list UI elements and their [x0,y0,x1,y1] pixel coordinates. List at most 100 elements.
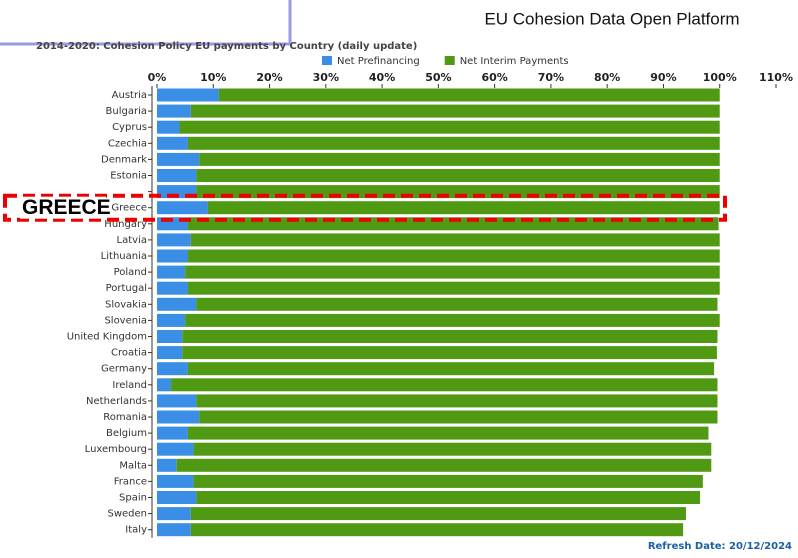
legend-label: Net Interim Payments [460,56,569,67]
y-tick-label: France [114,476,147,487]
bar-segment [157,249,188,263]
bar-segment [190,507,686,521]
bar-segment [157,394,197,408]
bar-segment [157,426,188,440]
y-tick-label: Romania [103,412,147,423]
bar-segment [199,152,720,166]
y-tick-label: Lithuania [101,251,147,262]
annotation-bg [20,196,106,219]
bar-segment [157,474,194,488]
bar-segment [157,410,200,424]
bar-segment [157,265,186,279]
bar-segment [179,120,720,134]
platform-title: EU Cohesion Data Open Platform [484,9,739,28]
bar-segment [207,201,720,215]
bar-segment [193,442,712,456]
legend-label: Net Prefinancing [337,56,420,67]
y-tick-label: Cyprus [112,122,147,133]
bar-segment [185,265,720,279]
x-tick-label: 20% [256,71,282,84]
y-tick-label: Italy [125,525,147,536]
legend-swatch [322,56,332,65]
y-tick-label: Luxembourg [85,444,147,455]
y-tick-label: Ireland [112,380,147,391]
bar-segment [187,281,720,295]
y-tick-label: Poland [114,267,147,278]
bar-segment [196,169,720,182]
y-tick-label: Czechia [108,138,147,149]
bar-segment [157,152,200,166]
y-tick-label: Hungary [104,219,147,230]
bar-segment [157,169,197,182]
y-tick-label: Portugal [106,283,147,294]
bar-segment [187,362,715,376]
y-tick-label: United Kingdom [67,332,147,343]
refresh-date: Refresh Date: 20/12/2024 [648,541,792,552]
y-tick-label: Malta [119,460,147,471]
x-tick-label: 90% [650,71,676,84]
bar-segment [157,120,180,134]
highlight-box [3,193,727,222]
bar-segment [185,313,720,327]
x-tick-label: 50% [425,71,451,84]
bar-segment [171,378,718,392]
bar-segment [157,346,183,360]
chart-title: 2014-2020: Cohesion Policy EU payments b… [36,41,417,52]
bar-segment [157,201,208,215]
bar-segment [187,426,709,440]
y-tick-label: Sweden [107,509,147,520]
bar-segment [157,507,191,521]
bar-segment [182,346,717,360]
bar-segment [190,104,720,118]
bar-segment [187,249,720,263]
y-tick-label: Netherlands [86,396,147,407]
bar-segment [157,491,197,504]
x-tick-label: 100% [703,71,737,84]
bar-segment [218,88,720,102]
bar-segment [193,474,703,488]
bar-segment [157,104,191,118]
x-tick-label: 110% [759,71,793,84]
bar-segment [157,458,177,472]
y-tick-label: Germany [101,364,147,375]
bar-segment [157,281,188,295]
bar-segment [157,297,197,311]
bar-segment [182,330,718,343]
legend-swatch [444,56,455,65]
bar-segment [157,362,188,376]
y-tick-label: Greece [111,203,147,214]
bar-segment [187,136,720,150]
x-tick-label: 40% [369,71,395,84]
bar-segment [157,136,188,150]
bar-segment [190,523,684,537]
bar-segment [196,394,718,408]
y-tick-label: Belgium [106,428,147,439]
x-tick-label: 70% [538,71,564,84]
x-tick-label: 60% [481,71,507,84]
y-tick-label: Spain [119,493,147,504]
y-tick-label: Slovenia [104,315,147,326]
y-tick-label: Austria [112,90,147,101]
y-tick-label: Estonia [110,171,147,182]
bar-segment [157,313,186,327]
bar-segment [196,491,701,504]
bar-segment [199,410,718,424]
bar-segment [157,330,183,343]
x-tick-label: 0% [148,71,167,84]
bar-segment [157,88,219,102]
y-tick-label: Croatia [111,348,147,359]
y-tick-label: Latvia [117,235,147,246]
bar-segment [157,442,194,456]
x-tick-label: 30% [313,71,339,84]
bar-segment [157,523,191,537]
frame-box [0,0,292,46]
x-tick-label: 10% [200,71,226,84]
y-tick-label: Denmark [101,154,147,165]
x-tick-label: 80% [594,71,620,84]
bar-segment [190,233,720,247]
y-tick-label: Bulgaria [106,106,147,117]
y-tick-label: Slovakia [105,299,147,310]
bar-segment [176,458,712,472]
annotation: GREECE [22,196,111,219]
